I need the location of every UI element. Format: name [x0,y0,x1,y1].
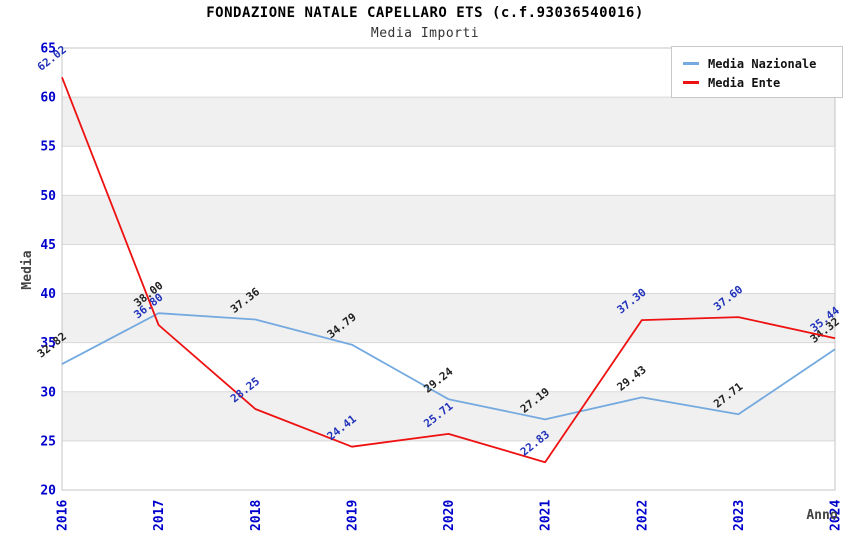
y-tick-55: 55 [40,140,56,155]
y-axis-label: Media [20,250,35,289]
x-axis-label: Anno [806,508,837,523]
point-label-2022-0: 29.43 [615,363,649,394]
y-tick-50: 50 [40,189,56,204]
x-tick-2018: 2018 [249,500,264,531]
chart-subtitle: Media Importi [370,26,480,41]
legend-label-media-nazionale: Media Nazionale [708,56,817,71]
y-tick-65: 65 [40,42,56,57]
x-tick-2024: 2024 [829,500,844,531]
x-tick-2019: 2019 [345,500,360,531]
line-media-ente [61,76,836,464]
y-tick-40: 40 [40,287,56,302]
legend: Media Nazionale Media Ente [671,46,843,98]
y-tick-25: 25 [40,434,56,449]
line-media-nazionale [61,312,836,421]
line-swatch-media-ente [683,81,699,84]
band-55 [62,97,835,147]
legend-item-media-ente: Media Ente [683,73,842,92]
y-tick-35: 35 [40,336,56,351]
x-tick-2016: 2016 [56,500,71,531]
band-45 [62,195,835,245]
x-tick-2020: 2020 [442,500,457,531]
y-tick-60: 60 [40,91,56,106]
y-tick-30: 30 [40,385,56,400]
legend-item-media-nazionale: Media Nazionale [683,54,842,73]
y-tick-20: 20 [40,484,56,499]
line-swatch-media-nazionale [683,62,699,65]
x-tick-2021: 2021 [539,500,554,531]
y-tick-45: 45 [40,238,56,253]
plot-border [61,47,836,491]
x-tick-2022: 2022 [635,500,650,531]
x-tick-2017: 2017 [152,500,167,531]
point-label-2020-0: 29.24 [421,365,455,396]
point-label-2016-0: 32.82 [35,330,69,361]
x-tick-2023: 2023 [732,500,747,531]
chart-title: FONDAZIONE NATALE CAPELLARO ETS (c.f.930… [206,5,644,21]
legend-label-media-ente: Media Ente [708,75,781,90]
